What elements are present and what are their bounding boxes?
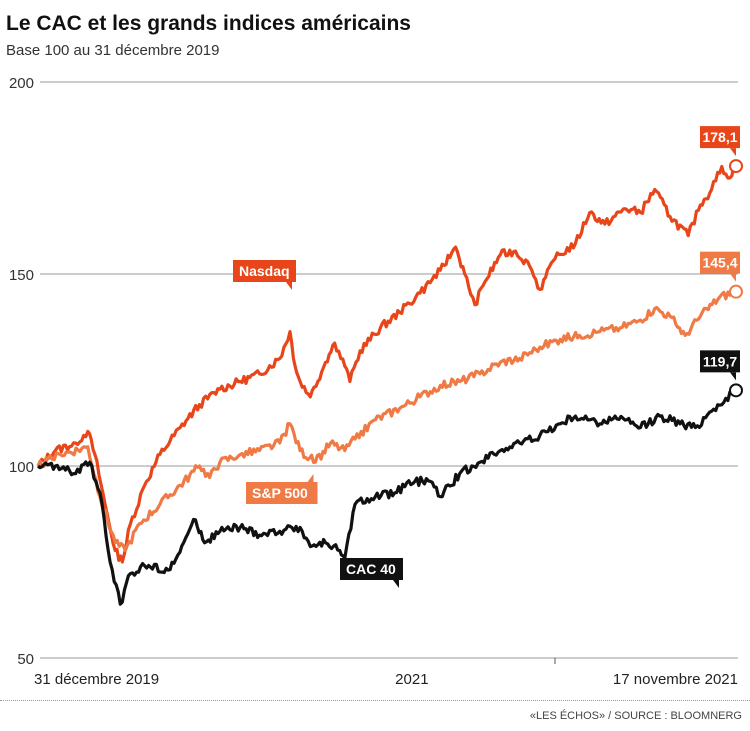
series-label: CAC 40 xyxy=(346,561,396,577)
end-value-label: 145,4 xyxy=(702,255,737,271)
chart-title: Le CAC et les grands indices américains xyxy=(6,12,411,35)
series-label-pointer xyxy=(307,474,314,482)
y-tick-label: 100 xyxy=(9,459,34,476)
series-label: S&P 500 xyxy=(252,485,308,501)
series-label-bg xyxy=(340,558,403,580)
x-tick-label: 2021 xyxy=(395,671,428,688)
x-tick-label: 31 décembre 2019 xyxy=(34,671,159,688)
y-tick-label: 50 xyxy=(17,651,34,668)
end-value-label-pointer xyxy=(730,273,736,282)
end-point-marker xyxy=(729,383,743,398)
y-tick-label: 200 xyxy=(9,75,34,92)
end-value-label-bg xyxy=(700,251,740,274)
end-value-label-pointer xyxy=(730,372,736,381)
footer-divider xyxy=(0,700,750,701)
source-note: «LES ÉCHOS» / SOURCE : BLOOMNERG xyxy=(529,710,742,722)
series-label-pointer xyxy=(286,282,292,290)
end-value-label: 178,1 xyxy=(702,129,737,145)
series-label-bg xyxy=(246,482,318,504)
series-label: Nasdaq xyxy=(239,263,290,279)
end-point-marker xyxy=(729,284,743,299)
series-line-s-p-500 xyxy=(36,289,737,553)
end-point-marker xyxy=(729,159,743,174)
end-value-label: 119,7 xyxy=(703,353,737,369)
series-line-cac-40 xyxy=(36,389,738,606)
chart-subtitle: Base 100 au 31 décembre 2019 xyxy=(6,42,220,59)
end-value-label-pointer xyxy=(730,148,736,157)
end-value-label-bg xyxy=(700,126,740,149)
end-value-label-bg xyxy=(700,350,740,373)
series-label-bg xyxy=(233,260,296,282)
series-label-pointer xyxy=(393,580,399,588)
series-line-nasdaq xyxy=(36,164,737,564)
y-tick-label: 150 xyxy=(9,267,34,284)
x-tick-label: 17 novembre 2021 xyxy=(613,671,738,688)
plot-area: 50 100 150 200 31 décembre 2019 2021 17 novemb… xyxy=(9,75,743,688)
